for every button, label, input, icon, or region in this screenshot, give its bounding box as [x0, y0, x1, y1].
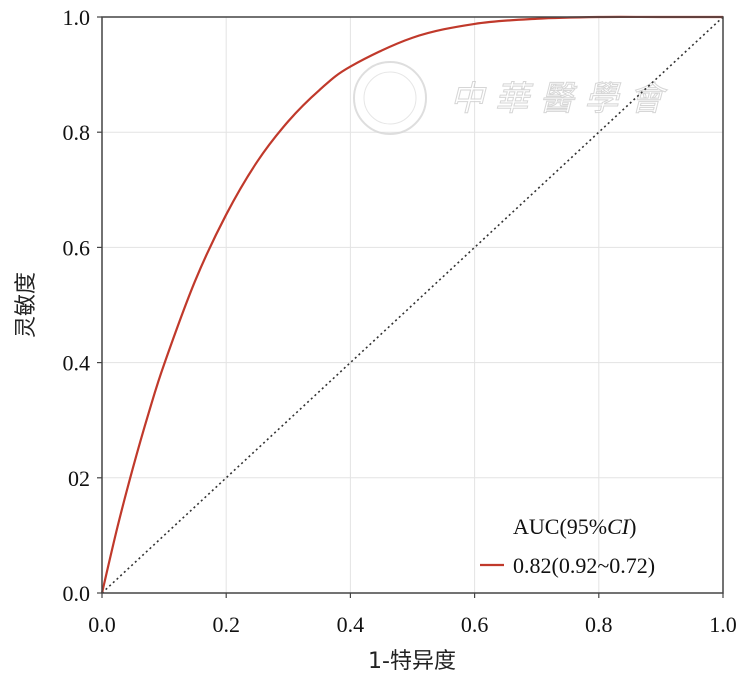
- legend-title: AUC(95%CI): [513, 514, 636, 539]
- x-axis-label: 1-特异度: [368, 649, 456, 674]
- y-axis-label: 灵敏度: [14, 272, 39, 338]
- y-tick-label: 02: [68, 466, 90, 491]
- plot-frame: [101, 16, 724, 594]
- x-tick-label: 0.4: [337, 612, 365, 637]
- x-tick-label: 0.2: [212, 612, 240, 637]
- x-axis: 0.0 0.2 0.4 0.6 0.8 1.0: [88, 593, 737, 637]
- y-tick-label: 1.0: [63, 5, 91, 30]
- legend-title-prefix: AUC(95%: [513, 514, 607, 539]
- legend-title-suffix: ): [629, 514, 636, 539]
- roc-curve: [100, 15, 723, 594]
- svg-text:中 華 醫 學 會: 中 華 醫 學 會: [450, 79, 668, 119]
- legend: AUC(95%CI) 0.82(0.92~0.72): [480, 514, 655, 578]
- x-tick-label: 0.8: [585, 612, 613, 637]
- legend-entry: 0.82(0.92~0.72): [513, 553, 655, 578]
- watermark: 中 華 醫 學 會: [353, 61, 669, 135]
- y-axis: 0.0 02 0.4 0.6 0.8 1.0: [63, 5, 102, 606]
- x-tick-label: 1.0: [709, 612, 737, 637]
- y-tick-label: 0.0: [63, 581, 91, 606]
- legend-title-ci: CI: [607, 514, 631, 539]
- y-tick-label: 0.6: [63, 235, 91, 260]
- x-tick-label: 0.0: [88, 612, 116, 637]
- y-tick-label: 0.8: [63, 120, 91, 145]
- x-tick-label: 0.6: [461, 612, 489, 637]
- y-tick-label: 0.4: [63, 351, 91, 376]
- reference-diagonal: [101, 16, 724, 594]
